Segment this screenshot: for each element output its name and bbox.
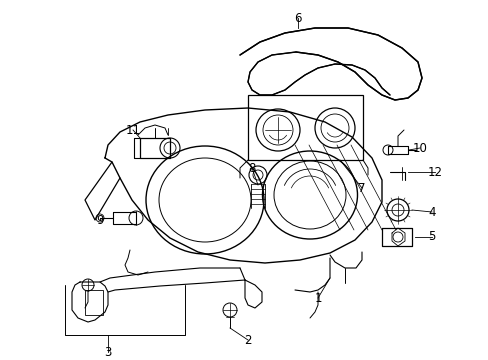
Text: 3: 3 — [104, 346, 111, 359]
Bar — [85, 290, 103, 315]
Text: 4: 4 — [427, 206, 435, 219]
Bar — [247, 95, 362, 160]
Text: 9: 9 — [96, 213, 103, 226]
Text: 1: 1 — [314, 292, 321, 305]
Text: 10: 10 — [412, 141, 427, 154]
Text: 2: 2 — [244, 333, 251, 346]
Text: 7: 7 — [358, 181, 365, 194]
Text: 11: 11 — [125, 123, 140, 136]
Text: 5: 5 — [427, 230, 435, 243]
Text: 8: 8 — [248, 162, 255, 175]
Text: 6: 6 — [294, 12, 301, 24]
Text: 12: 12 — [427, 166, 442, 179]
